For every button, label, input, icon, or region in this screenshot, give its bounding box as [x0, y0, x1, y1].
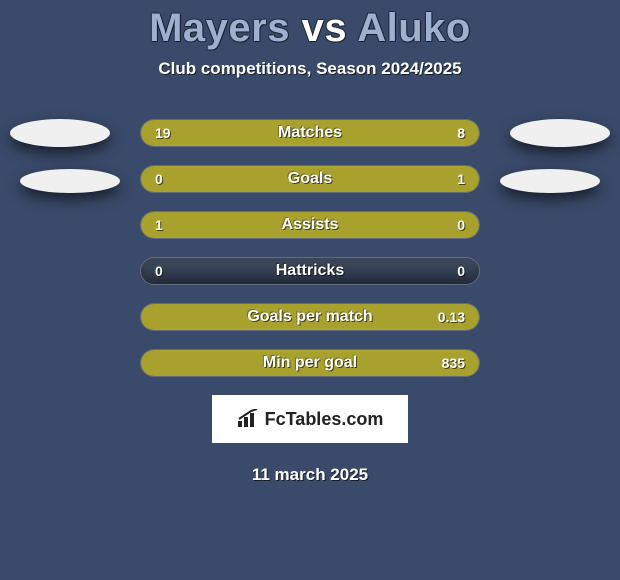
stat-label: Assists — [141, 212, 479, 238]
stat-value-right: 8 — [457, 120, 465, 146]
stat-value-right: 835 — [442, 350, 465, 376]
stat-row: Hattricks0 0 — [140, 257, 480, 285]
brand-chart-icon — [237, 409, 261, 429]
date: 11 march 2025 — [0, 465, 620, 485]
player-right-photo-placeholder — [510, 119, 610, 147]
stat-value-left: 0 — [155, 258, 163, 284]
stat-value-left: 19 — [155, 120, 171, 146]
stat-row: Goals0 1 — [140, 165, 480, 193]
stat-row: Goals per match0.13 — [140, 303, 480, 331]
stat-label: Goals per match — [141, 304, 479, 330]
stat-bars: Matches198Goals01Assists10Hattricks00Goa… — [140, 119, 480, 377]
stat-value-right: 0 — [457, 258, 465, 284]
stat-value-left: 1 — [155, 212, 163, 238]
brand-text: FcTables.com — [265, 409, 384, 430]
stat-label: Hattricks — [141, 258, 479, 284]
comparison-card: Mayers vs Aluko Club competitions, Seaso… — [0, 0, 620, 580]
stat-row: Assists1 0 — [140, 211, 480, 239]
player-left-photo-placeholder-2 — [20, 169, 120, 193]
stat-row: Matches19 8 — [140, 119, 480, 147]
stat-value-left: 0 — [155, 166, 163, 192]
brand-box: FcTables.com — [212, 395, 408, 443]
player-right-name: Aluko — [357, 6, 471, 50]
player-left-photo-placeholder — [10, 119, 110, 147]
stat-label: Min per goal — [141, 350, 479, 376]
stat-label: Matches — [141, 120, 479, 146]
stat-label: Goals — [141, 166, 479, 192]
stat-row: Min per goal835 — [140, 349, 480, 377]
stat-value-right: 1 — [457, 166, 465, 192]
subtitle: Club competitions, Season 2024/2025 — [0, 59, 620, 79]
player-left-name: Mayers — [149, 6, 290, 50]
stats-area: Matches198Goals01Assists10Hattricks00Goa… — [0, 119, 620, 377]
stat-value-right: 0.13 — [438, 304, 465, 330]
title: Mayers vs Aluko — [0, 0, 620, 51]
vs-label: vs — [302, 6, 348, 50]
stat-value-right: 0 — [457, 212, 465, 238]
player-right-photo-placeholder-2 — [500, 169, 600, 193]
